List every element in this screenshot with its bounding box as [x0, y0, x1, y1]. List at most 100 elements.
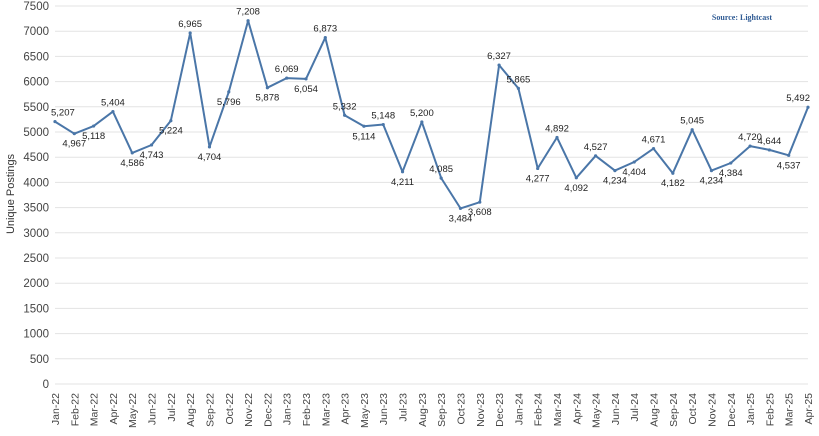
x-tick-label: Aug-22 — [185, 393, 197, 427]
x-tick-label: Dec-22 — [262, 393, 274, 427]
gridlines — [55, 5, 808, 385]
x-tick-label: Jul-24 — [629, 393, 641, 422]
data-point — [92, 124, 96, 128]
data-label: 4,537 — [777, 160, 801, 171]
x-tick-label: May-22 — [127, 393, 139, 428]
y-tick-label: 2000 — [23, 278, 49, 290]
data-point — [149, 143, 154, 147]
data-label: 4,671 — [642, 135, 666, 146]
data-label: 4,743 — [140, 150, 164, 161]
data-label: 4,586 — [120, 158, 144, 169]
data-point — [748, 144, 752, 148]
data-label: 5,796 — [217, 97, 241, 108]
x-tick-label: Oct-22 — [224, 393, 236, 425]
x-axis-ticks: Jan-22 Feb-22 Mar-22 Apr-22 May-22 Jun-22 Jul-… — [50, 393, 815, 428]
data-label: 4,384 — [719, 168, 743, 179]
x-tick-label: Nov-23 — [475, 393, 487, 427]
x-tick-label: Oct-23 — [455, 393, 467, 425]
y-tick-label: 3000 — [23, 228, 49, 240]
x-tick-label: Apr-24 — [571, 393, 583, 425]
x-tick-label: Dec-24 — [726, 393, 738, 427]
data-label: 3,484 — [449, 213, 473, 224]
x-tick-label: Feb-24 — [533, 393, 545, 426]
data-point — [613, 169, 617, 173]
y-tick-label: 5000 — [23, 127, 49, 139]
data-label: 4,085 — [429, 164, 453, 175]
data-point — [72, 132, 76, 136]
x-tick-label: May-23 — [359, 393, 371, 428]
data-point — [574, 176, 578, 180]
data-label: 5,224 — [159, 126, 183, 137]
data-label: 5,332 — [333, 101, 357, 112]
x-tick-label: Mar-23 — [320, 393, 332, 426]
data-label: 4,234 — [603, 176, 627, 187]
y-tick-label: 1500 — [23, 303, 49, 315]
data-point — [497, 63, 501, 67]
data-label: 6,054 — [294, 84, 318, 95]
y-tick-label: 0 — [43, 379, 49, 391]
data-point — [343, 113, 347, 117]
x-tick-label: Nov-22 — [243, 393, 255, 427]
data-point — [265, 86, 269, 90]
data-label: 4,527 — [584, 142, 608, 153]
data-label: 5,114 — [352, 131, 375, 142]
y-tick-label: 7500 — [23, 1, 49, 13]
x-tick-label: Feb-22 — [69, 393, 81, 426]
x-tick-label: Jul-23 — [398, 393, 410, 422]
data-label: 5,878 — [255, 93, 279, 104]
x-tick-label: Mar-22 — [89, 393, 101, 426]
series-line-path — [54, 19, 809, 210]
x-tick-label: Jun-24 — [610, 393, 622, 425]
x-tick-label: Sep-23 — [436, 393, 448, 427]
data-point — [632, 160, 636, 164]
data-point — [362, 124, 366, 128]
data-point — [207, 145, 212, 149]
x-tick-label: Aug-24 — [649, 393, 661, 427]
data-point — [478, 200, 482, 204]
data-label: 4,182 — [661, 178, 685, 189]
x-tick-label: Mar-25 — [784, 393, 796, 426]
x-tick-label: Feb-25 — [764, 393, 776, 426]
x-tick-label: Jan-24 — [513, 393, 525, 425]
data-point — [555, 135, 559, 140]
data-label: 5,404 — [101, 98, 125, 109]
x-tick-label: Jan-25 — [745, 393, 757, 425]
y-tick-label: 2500 — [23, 253, 49, 265]
data-label: 4,967 — [62, 139, 86, 150]
x-tick-label: Jan-22 — [50, 393, 62, 425]
data-point — [536, 166, 540, 171]
x-tick-label: Oct-24 — [687, 393, 699, 425]
y-tick-label: 6500 — [23, 51, 49, 63]
data-point — [767, 148, 771, 152]
x-tick-label: Jan-23 — [282, 393, 294, 425]
data-label: 4,211 — [391, 177, 414, 188]
data-label: 6,069 — [275, 64, 299, 75]
data-point — [381, 122, 385, 127]
data-point — [285, 76, 289, 80]
data-point — [729, 161, 733, 165]
x-tick-label: Dec-23 — [494, 393, 506, 427]
data-point — [671, 171, 675, 175]
data-point — [594, 154, 598, 158]
data-point — [516, 86, 520, 91]
data-label: 4,644 — [757, 136, 781, 147]
data-point — [420, 120, 424, 124]
data-label: 4,892 — [545, 123, 569, 134]
y-tick-label: 4000 — [23, 177, 49, 189]
x-tick-label: Apr-23 — [340, 393, 352, 425]
data-label: 4,720 — [738, 132, 762, 143]
data-label: 5,118 — [82, 131, 105, 142]
x-tick-label: Sep-22 — [204, 393, 216, 427]
data-point — [458, 206, 463, 211]
y-axis-ticks: 0 500 1000 1500 2000 2500 3000 3500 4000 4500 5000… — [23, 1, 49, 391]
y-tick-label: 6000 — [23, 77, 49, 89]
data-point — [169, 119, 173, 123]
data-point — [323, 36, 327, 40]
x-tick-label: Sep-24 — [668, 393, 680, 427]
data-label: 4,092 — [564, 183, 588, 194]
data-label: 5,045 — [680, 116, 704, 127]
data-point — [53, 119, 57, 124]
